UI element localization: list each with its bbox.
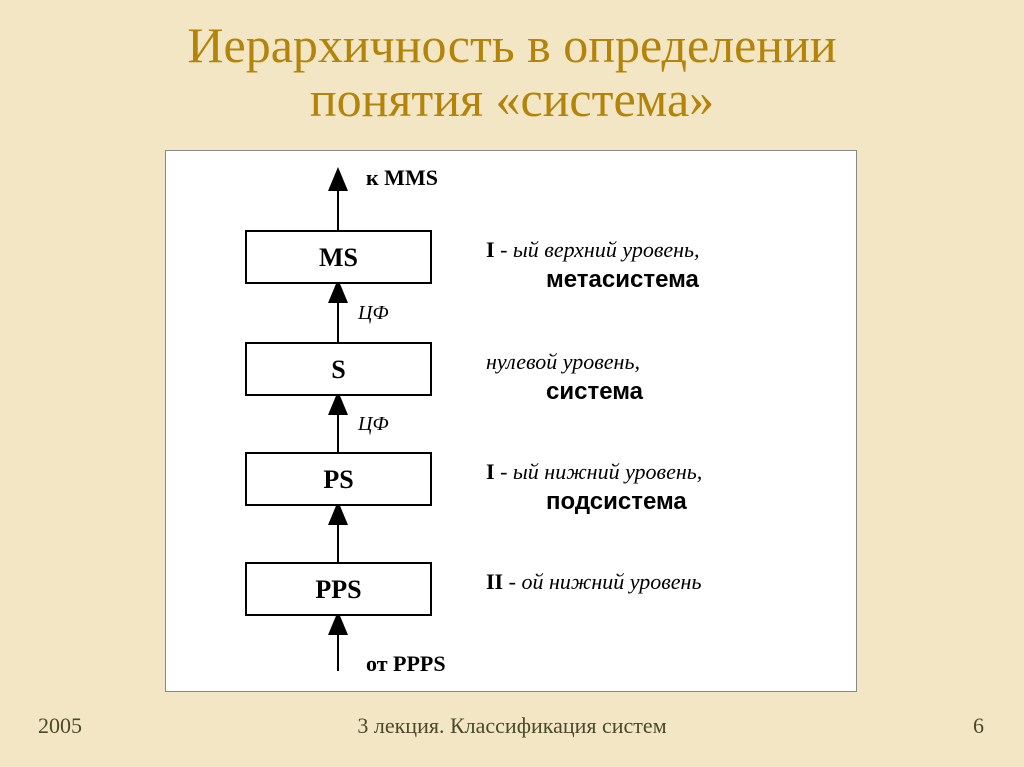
level-description-bold: подсистема (546, 488, 687, 515)
level-description: I - ый нижний уровень, (486, 459, 702, 484)
footer-lecture: 3 лекция. Классификация систем (0, 713, 1024, 739)
hierarchy-box-code: PS (323, 465, 353, 494)
bottom-label: от PPPS (366, 651, 446, 676)
slide-title: Иерархичность в определении понятия «сис… (0, 18, 1024, 126)
hierarchy-box-code: MS (319, 243, 358, 272)
title-line2: понятия «система» (310, 71, 714, 127)
hierarchy-box-code: S (331, 355, 345, 384)
top-label: к MMS (366, 165, 438, 190)
level-description-bold: система (546, 378, 644, 405)
title-line1: Иерархичность в определении (187, 17, 836, 73)
arrow-label: ЦФ (357, 413, 389, 435)
slide: Иерархичность в определении понятия «сис… (0, 0, 1024, 767)
slide-footer: 2005 3 лекция. Классификация систем 6 (0, 713, 1024, 743)
arrow-label: ЦФ (357, 302, 389, 324)
footer-page: 6 (973, 713, 984, 739)
level-description: нулевой уровень, (486, 349, 640, 374)
diagram-area: ЦФ ЦФ к MMS от PPPS MS S PS PPS I - ый верхний у… (165, 150, 857, 692)
hierarchy-box-code: PPS (315, 575, 361, 604)
level-description: I - ый верхний уровень, (486, 237, 700, 262)
diagram-svg: ЦФ ЦФ к MMS от PPPS MS S PS PPS I - ый верхний у… (166, 151, 856, 691)
level-description-bold: метасистема (546, 266, 700, 293)
level-description: II - ой нижний уровень (486, 569, 701, 594)
